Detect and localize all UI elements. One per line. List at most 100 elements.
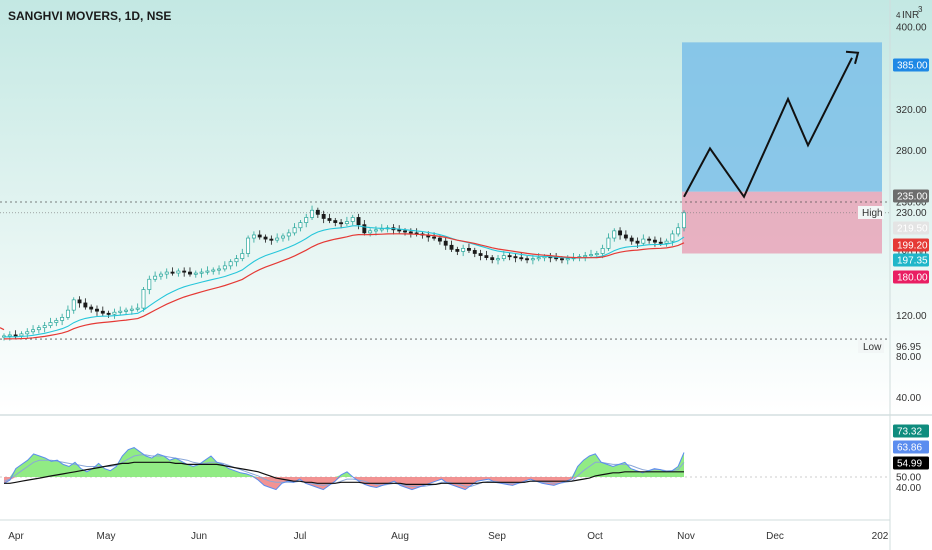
candle-body[interactable] bbox=[327, 218, 332, 221]
candle-body[interactable] bbox=[147, 278, 152, 290]
candle-body[interactable] bbox=[374, 229, 378, 232]
candle-body[interactable] bbox=[298, 222, 303, 229]
candle-body[interactable] bbox=[112, 311, 117, 315]
candle-body[interactable] bbox=[13, 334, 18, 337]
candle-body[interactable] bbox=[228, 261, 233, 267]
candle-body[interactable] bbox=[188, 271, 192, 275]
candle-body[interactable] bbox=[490, 257, 495, 261]
candle-body[interactable] bbox=[286, 232, 291, 237]
candle-body[interactable] bbox=[153, 275, 158, 280]
candle-body[interactable] bbox=[501, 255, 506, 259]
candle-body[interactable] bbox=[217, 268, 221, 271]
candle-body[interactable] bbox=[682, 212, 686, 229]
candle-body[interactable] bbox=[484, 255, 489, 258]
candle-body[interactable] bbox=[658, 241, 663, 244]
candle-body[interactable] bbox=[135, 307, 140, 310]
candle-body[interactable] bbox=[234, 258, 239, 263]
candle-body[interactable] bbox=[350, 217, 355, 222]
candle-body[interactable] bbox=[315, 209, 320, 215]
candle-body[interactable] bbox=[647, 238, 652, 241]
candle-body[interactable] bbox=[36, 327, 41, 331]
candle-body[interactable] bbox=[606, 237, 611, 249]
candle-body[interactable] bbox=[612, 230, 617, 239]
candle-body[interactable] bbox=[281, 235, 285, 239]
candle-body[interactable] bbox=[670, 233, 675, 242]
candle-body[interactable] bbox=[594, 253, 599, 256]
stop-zone[interactable] bbox=[682, 191, 882, 254]
candle-body[interactable] bbox=[496, 258, 500, 261]
candle-body[interactable] bbox=[193, 272, 198, 275]
candle-body[interactable] bbox=[141, 289, 146, 309]
candle-body[interactable] bbox=[205, 270, 210, 273]
candle-body[interactable] bbox=[565, 258, 570, 261]
candle-body[interactable] bbox=[333, 220, 338, 223]
candle-body[interactable] bbox=[83, 302, 88, 308]
candle-body[interactable] bbox=[362, 224, 367, 234]
candle-body[interactable] bbox=[408, 231, 413, 234]
candle-body[interactable] bbox=[530, 258, 535, 261]
candle-body[interactable] bbox=[513, 256, 518, 259]
projection-path[interactable] bbox=[683, 57, 853, 199]
candle-body[interactable] bbox=[467, 248, 471, 251]
candle-body[interactable] bbox=[100, 310, 105, 314]
candle-body[interactable] bbox=[176, 270, 181, 274]
candle-body[interactable] bbox=[339, 222, 344, 225]
candle-body[interactable] bbox=[519, 257, 524, 260]
candle-body[interactable] bbox=[275, 237, 280, 241]
candle-body[interactable] bbox=[525, 258, 530, 261]
candle-body[interactable] bbox=[507, 255, 512, 258]
candle-body[interactable] bbox=[623, 234, 628, 239]
candle-body[interactable] bbox=[129, 308, 134, 311]
candle-body[interactable] bbox=[7, 334, 12, 337]
candle-body[interactable] bbox=[437, 237, 442, 242]
candle-body[interactable] bbox=[263, 236, 268, 240]
candle-body[interactable] bbox=[449, 244, 454, 250]
candle-body[interactable] bbox=[432, 236, 437, 239]
candle-body[interactable] bbox=[635, 240, 640, 244]
candle-body[interactable] bbox=[472, 250, 477, 254]
candle-body[interactable] bbox=[356, 217, 361, 226]
candle-body[interactable] bbox=[71, 299, 76, 311]
candle-body[interactable] bbox=[559, 258, 564, 261]
candle-body[interactable] bbox=[170, 271, 175, 274]
rsi-smoothed-line[interactable] bbox=[4, 461, 684, 485]
candle-body[interactable] bbox=[42, 325, 47, 329]
candle-body[interactable] bbox=[618, 230, 623, 236]
candle-body[interactable] bbox=[77, 299, 82, 304]
candle-body[interactable] bbox=[652, 239, 657, 243]
candle-body[interactable] bbox=[478, 253, 483, 256]
candle-body[interactable] bbox=[589, 254, 593, 257]
candle-body[interactable] bbox=[164, 271, 169, 275]
candle-body[interactable] bbox=[403, 230, 407, 233]
candle-body[interactable] bbox=[31, 329, 36, 333]
ema-line[interactable] bbox=[3, 233, 685, 340]
candle-body[interactable] bbox=[124, 309, 129, 312]
candle-body[interactable] bbox=[443, 240, 448, 246]
candle-body[interactable] bbox=[600, 248, 605, 254]
sma-line[interactable] bbox=[3, 225, 685, 338]
candle-body[interactable] bbox=[19, 333, 24, 337]
candle-body[interactable] bbox=[379, 228, 384, 231]
candle-body[interactable] bbox=[368, 230, 373, 234]
candle-body[interactable] bbox=[106, 312, 111, 315]
candle-body[interactable] bbox=[664, 240, 669, 244]
candle-body[interactable] bbox=[251, 234, 256, 239]
candle-body[interactable] bbox=[246, 237, 251, 254]
candle-body[interactable] bbox=[25, 331, 30, 335]
candle-body[interactable] bbox=[65, 309, 70, 318]
candle-body[interactable] bbox=[292, 227, 297, 234]
candle-body[interactable] bbox=[310, 209, 314, 218]
candle-body[interactable] bbox=[182, 270, 187, 273]
candle-body[interactable] bbox=[95, 308, 99, 312]
candle-body[interactable] bbox=[240, 253, 245, 260]
candle-body[interactable] bbox=[89, 306, 94, 310]
candle-body[interactable] bbox=[60, 317, 65, 321]
candle-body[interactable] bbox=[118, 310, 123, 313]
candle-body[interactable] bbox=[199, 271, 204, 274]
candle-body[interactable] bbox=[629, 237, 634, 242]
target-zone[interactable] bbox=[682, 42, 882, 192]
candle-body[interactable] bbox=[158, 273, 163, 277]
candle-body[interactable] bbox=[536, 257, 541, 260]
candle-body[interactable] bbox=[676, 227, 681, 235]
candle-body[interactable] bbox=[461, 248, 466, 252]
